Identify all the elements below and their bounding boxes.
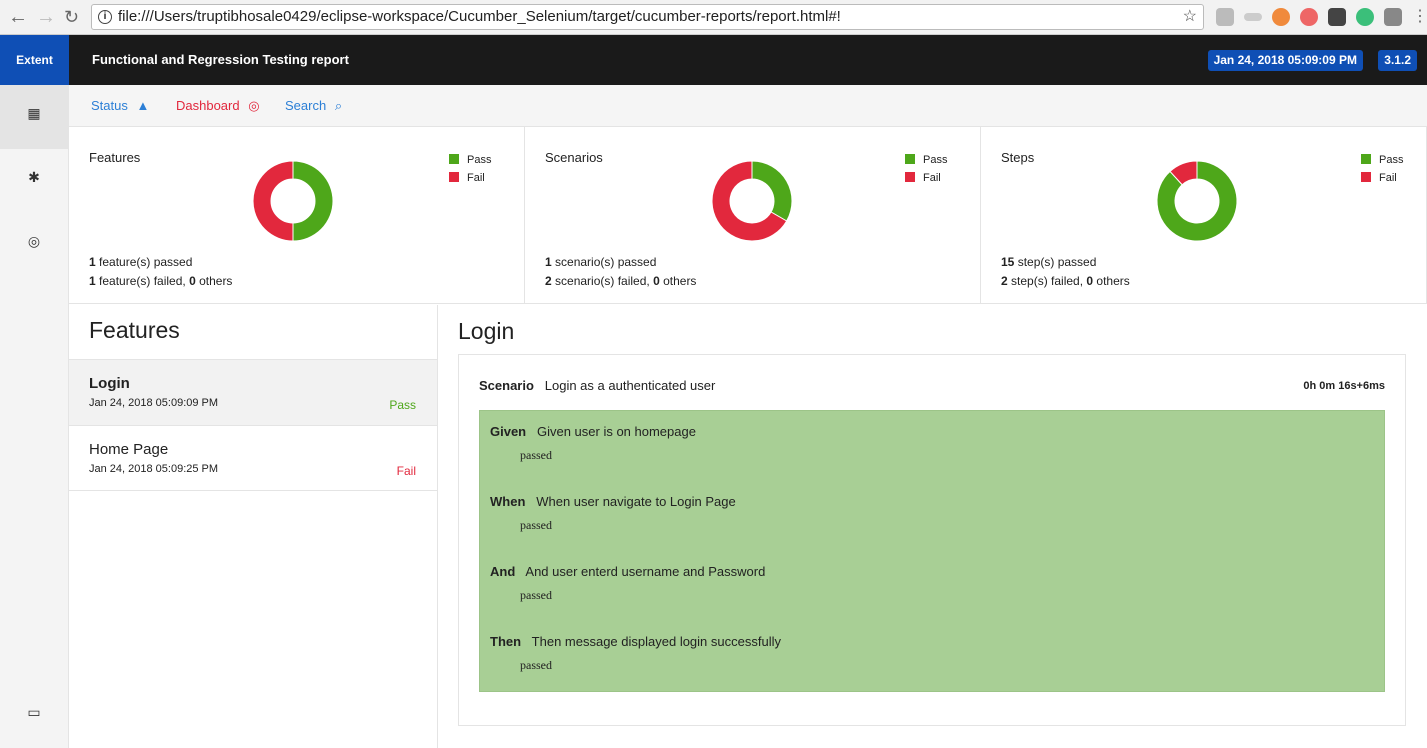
bookmark-star-icon[interactable]: ☆ [1182, 8, 1197, 25]
sidebar-item-environment[interactable]: ▭ [0, 684, 68, 748]
steps-list: Given Given user is on homepage passed Wh… [479, 410, 1385, 692]
clipboard-extension-icon[interactable] [1384, 8, 1402, 26]
legend-fail[interactable]: Fail [905, 172, 941, 184]
passed-summary: 15 step(s) passed [1001, 255, 1097, 269]
features-list: Features Login Jan 24, 2018 05:09:09 PM … [69, 305, 438, 748]
summary-card-steps: Steps Pass Fail 15 step(s) passed 2 step… [981, 127, 1427, 304]
passed-summary: 1 scenario(s) passed [545, 255, 657, 269]
status-link[interactable]: Status ▲ [91, 98, 150, 113]
step-row: When When user navigate to Login Page pas… [490, 494, 736, 532]
feature-detail: Login Scenario Login as a authenticated … [438, 305, 1427, 748]
scenario-header[interactable]: Scenario Login as a authenticated user [479, 378, 716, 393]
scenario-duration: 0h 0m 16s+6ms [1303, 380, 1385, 392]
legend-pass[interactable]: Pass [905, 154, 947, 166]
bug-extension-icon[interactable] [1300, 8, 1318, 26]
search-icon: ⌕ [334, 98, 343, 113]
forward-icon[interactable]: → [36, 6, 56, 28]
monitor-icon: ▭ [27, 704, 41, 720]
donut-chart [1156, 160, 1238, 242]
step-row: Given Given user is on homepage passed [490, 424, 696, 462]
feature-item[interactable]: Login Jan 24, 2018 05:09:09 PM Pass [69, 359, 437, 425]
feature-date: Jan 24, 2018 05:09:09 PM [89, 397, 219, 409]
sidebar-item-analysis[interactable]: ◎ [0, 213, 68, 277]
camera-extension-icon[interactable] [1216, 8, 1234, 26]
url-text: file:///Users/truptibhosale0429/eclipse-… [118, 8, 841, 25]
card-title: Features [89, 150, 141, 165]
version-badge: 3.1.2 [1378, 50, 1417, 71]
donut-slice-pass[interactable] [1156, 160, 1238, 242]
info-icon[interactable]: i [98, 10, 112, 24]
donut-chart [711, 160, 793, 242]
legend-pass[interactable]: Pass [1361, 154, 1403, 166]
legend-fail[interactable]: Fail [449, 172, 485, 184]
donut-chart [252, 160, 334, 242]
dashboard-icon: ▦ [27, 105, 41, 121]
summary-card-features: Features Pass Fail 1 feature(s) passed 1… [69, 127, 525, 304]
passed-summary: 1 feature(s) passed [89, 255, 193, 269]
target-icon: ◎ [248, 98, 260, 113]
color-extension-icon[interactable] [1272, 8, 1290, 26]
donut-slice-fail[interactable] [1169, 160, 1198, 186]
failed-summary: 2 scenario(s) failed, 0 others [545, 274, 697, 288]
sidebar-item-dashboard[interactable]: ▦ [0, 85, 68, 149]
summary-card-scenarios: Scenarios Pass Fail 1 scenario(s) passed… [525, 127, 981, 304]
report-title: Functional and Regression Testing report [92, 52, 349, 67]
failed-summary: 2 step(s) failed, 0 others [1001, 274, 1130, 288]
target-icon: ◎ [27, 233, 41, 249]
sidebar: ▦ ✱ ◎ ▭ [0, 85, 69, 748]
legend-fail[interactable]: Fail [1361, 172, 1397, 184]
search-link[interactable]: Search ⌕ [285, 98, 343, 113]
card-title: Steps [1001, 150, 1035, 165]
grammarly-icon[interactable] [1356, 8, 1374, 26]
dashboard-link[interactable]: Dashboard ◎ [176, 98, 260, 113]
detail-title: Login [458, 318, 515, 344]
feature-status: Fail [396, 464, 416, 478]
card-title: Scenarios [545, 150, 603, 165]
bug-icon: ✱ [28, 169, 40, 185]
donut-slice-fail[interactable] [252, 160, 294, 242]
sidebar-item-tests[interactable]: ✱ [0, 149, 68, 213]
feature-status: Pass [389, 398, 416, 412]
address-bar[interactable]: i file:///Users/truptibhosale0429/eclipse… [91, 4, 1204, 30]
check-extension-icon[interactable] [1328, 8, 1346, 26]
top-bar: Extent Functional and Regression Testing… [0, 35, 1427, 85]
date-badge: Jan 24, 2018 05:09:09 PM [1207, 50, 1363, 71]
brand-logo[interactable]: Extent [0, 35, 69, 85]
reload-icon[interactable]: ↻ [64, 7, 80, 27]
features-heading: Features [89, 317, 180, 343]
feature-name: Home Page [89, 441, 169, 458]
sub-nav: Status ▲ Dashboard ◎ Search ⌕ [69, 85, 1427, 127]
donut-slice-pass[interactable] [292, 160, 334, 242]
legend-pass[interactable]: Pass [449, 154, 491, 166]
xml-extension-icon[interactable] [1244, 13, 1262, 21]
feature-item[interactable]: Home Page Jan 24, 2018 05:09:25 PM Fail [69, 425, 437, 491]
scenario-box: Scenario Login as a authenticated user 0… [458, 354, 1406, 726]
step-row: Then Then message displayed login succes… [490, 634, 781, 672]
feature-name: Login [89, 375, 130, 392]
back-icon[interactable]: ← [8, 6, 28, 28]
warning-icon: ▲ [136, 98, 150, 113]
browser-toolbar: ← → ↻ i file:///Users/truptibhosale0429/e… [0, 0, 1427, 35]
failed-summary: 1 feature(s) failed, 0 others [89, 274, 233, 288]
step-row: And And user enterd username and Passwor… [490, 564, 766, 602]
menu-icon[interactable]: ⋮ [1412, 8, 1427, 25]
feature-date: Jan 24, 2018 05:09:25 PM [89, 463, 219, 475]
donut-slice-fail[interactable] [711, 160, 788, 242]
